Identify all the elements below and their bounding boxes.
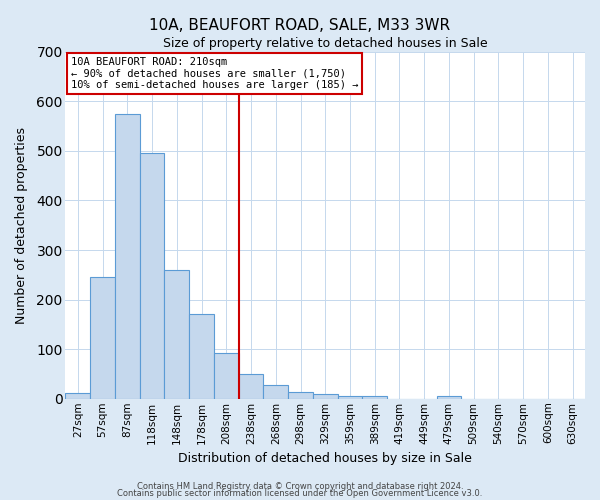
Bar [313,394,338,399]
Bar [90,278,115,399]
Y-axis label: Number of detached properties: Number of detached properties [15,126,28,324]
X-axis label: Distribution of detached houses by size in Sale: Distribution of detached houses by size … [178,452,472,465]
Bar [338,396,362,399]
Bar [189,314,214,399]
Bar [437,396,461,399]
Bar [288,392,313,399]
Bar [140,154,164,399]
Bar [214,353,239,399]
Bar [164,270,189,399]
Bar [263,386,288,399]
Text: 10A, BEAUFORT ROAD, SALE, M33 3WR: 10A, BEAUFORT ROAD, SALE, M33 3WR [149,18,451,32]
Text: Contains public sector information licensed under the Open Government Licence v3: Contains public sector information licen… [118,489,482,498]
Text: 10A BEAUFORT ROAD: 210sqm
← 90% of detached houses are smaller (1,750)
10% of se: 10A BEAUFORT ROAD: 210sqm ← 90% of detac… [71,57,358,90]
Text: Contains HM Land Registry data © Crown copyright and database right 2024.: Contains HM Land Registry data © Crown c… [137,482,463,491]
Bar [239,374,263,399]
Bar [362,396,387,399]
Bar [115,114,140,399]
Title: Size of property relative to detached houses in Sale: Size of property relative to detached ho… [163,38,488,51]
Bar [65,393,90,399]
